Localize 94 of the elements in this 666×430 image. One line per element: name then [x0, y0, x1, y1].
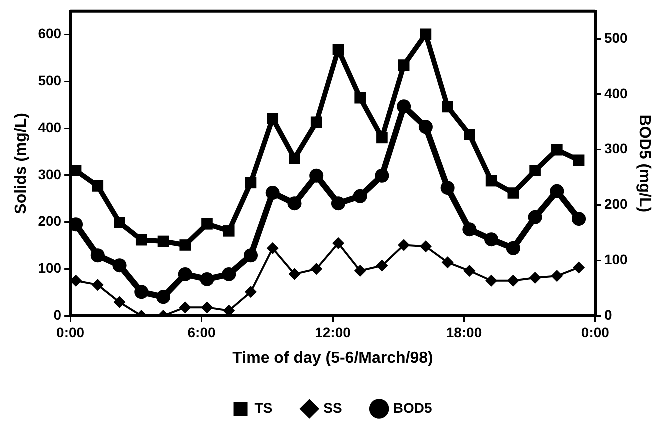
point — [506, 241, 520, 256]
y-axis-title: Solids (mg/L) — [13, 113, 30, 214]
point — [331, 196, 346, 211]
y2-tick-label: 300 — [604, 140, 628, 157]
point — [200, 272, 214, 286]
point — [550, 184, 564, 198]
point — [440, 181, 455, 196]
point — [397, 100, 412, 114]
point — [420, 28, 432, 40]
y2-tick-label: 500 — [604, 30, 628, 46]
point — [486, 274, 498, 287]
point — [398, 239, 410, 252]
y2-tick-label: 400 — [604, 85, 628, 102]
point — [529, 272, 542, 284]
point — [332, 237, 344, 250]
y-tick-label: 500 — [38, 72, 62, 89]
point — [464, 265, 476, 278]
point — [310, 263, 323, 276]
point — [353, 189, 368, 204]
point — [573, 262, 586, 274]
point — [222, 267, 236, 282]
point — [266, 186, 280, 200]
point — [136, 234, 148, 246]
point — [376, 132, 388, 144]
legend-label: BOD5 — [393, 400, 432, 416]
x-tick-label: 0:00 — [56, 324, 85, 340]
point — [70, 165, 82, 176]
point — [573, 154, 585, 166]
y2-axis-title: BOD5 (mg/L) — [636, 114, 653, 213]
point — [310, 116, 322, 128]
point — [179, 302, 192, 314]
point — [398, 60, 410, 71]
x-axis-title: Time of day (5-6/March/98) — [232, 350, 434, 367]
y-tick-label: 200 — [38, 213, 62, 230]
point — [484, 232, 499, 247]
y2-tick-label: 0 — [604, 306, 612, 323]
point — [289, 152, 300, 164]
point — [244, 286, 257, 298]
point — [244, 248, 258, 263]
point — [354, 92, 366, 104]
point — [310, 168, 324, 183]
legend-label: TS — [254, 400, 273, 416]
point — [90, 248, 105, 263]
point — [375, 168, 390, 183]
point — [223, 226, 235, 237]
point — [266, 242, 279, 255]
point — [418, 120, 433, 134]
point — [530, 165, 541, 176]
point — [442, 101, 454, 113]
y2-tick-label: 100 — [604, 251, 628, 268]
point — [114, 296, 126, 308]
point — [551, 270, 564, 282]
legend-label: SS — [324, 400, 342, 416]
point — [442, 256, 454, 269]
y-tick-label: 400 — [38, 119, 62, 136]
x-tick-label: 12:00 — [315, 324, 352, 340]
point — [288, 196, 302, 211]
x-tick-label: 18:00 — [446, 324, 482, 340]
point — [180, 240, 192, 251]
point — [223, 304, 236, 316]
x-tick-label: 0:00 — [581, 324, 610, 340]
point — [70, 218, 84, 232]
point — [486, 175, 498, 187]
y2-tick-label: 200 — [604, 196, 628, 212]
point — [92, 180, 104, 192]
point — [245, 177, 257, 189]
point — [354, 265, 366, 278]
point — [288, 268, 301, 280]
point — [201, 302, 214, 314]
point — [114, 217, 126, 228]
point — [376, 260, 388, 272]
point — [267, 113, 279, 124]
point — [464, 128, 476, 140]
y-tick-label: 100 — [38, 260, 62, 276]
point — [92, 279, 104, 292]
point — [507, 274, 520, 287]
point — [202, 218, 213, 230]
x-tick-label: 6:00 — [188, 324, 216, 340]
point — [462, 222, 477, 237]
point — [134, 285, 149, 300]
y-tick-label: 600 — [38, 26, 62, 42]
point — [508, 188, 520, 199]
point — [572, 212, 586, 226]
point — [420, 240, 432, 253]
point — [552, 144, 563, 156]
point — [528, 210, 542, 224]
point — [70, 274, 82, 287]
point — [332, 44, 344, 56]
point — [112, 258, 127, 273]
y-tick-label: 0 — [54, 306, 62, 323]
point — [178, 267, 192, 282]
y-tick-label: 300 — [38, 166, 62, 182]
point — [158, 236, 170, 248]
point — [156, 290, 171, 304]
